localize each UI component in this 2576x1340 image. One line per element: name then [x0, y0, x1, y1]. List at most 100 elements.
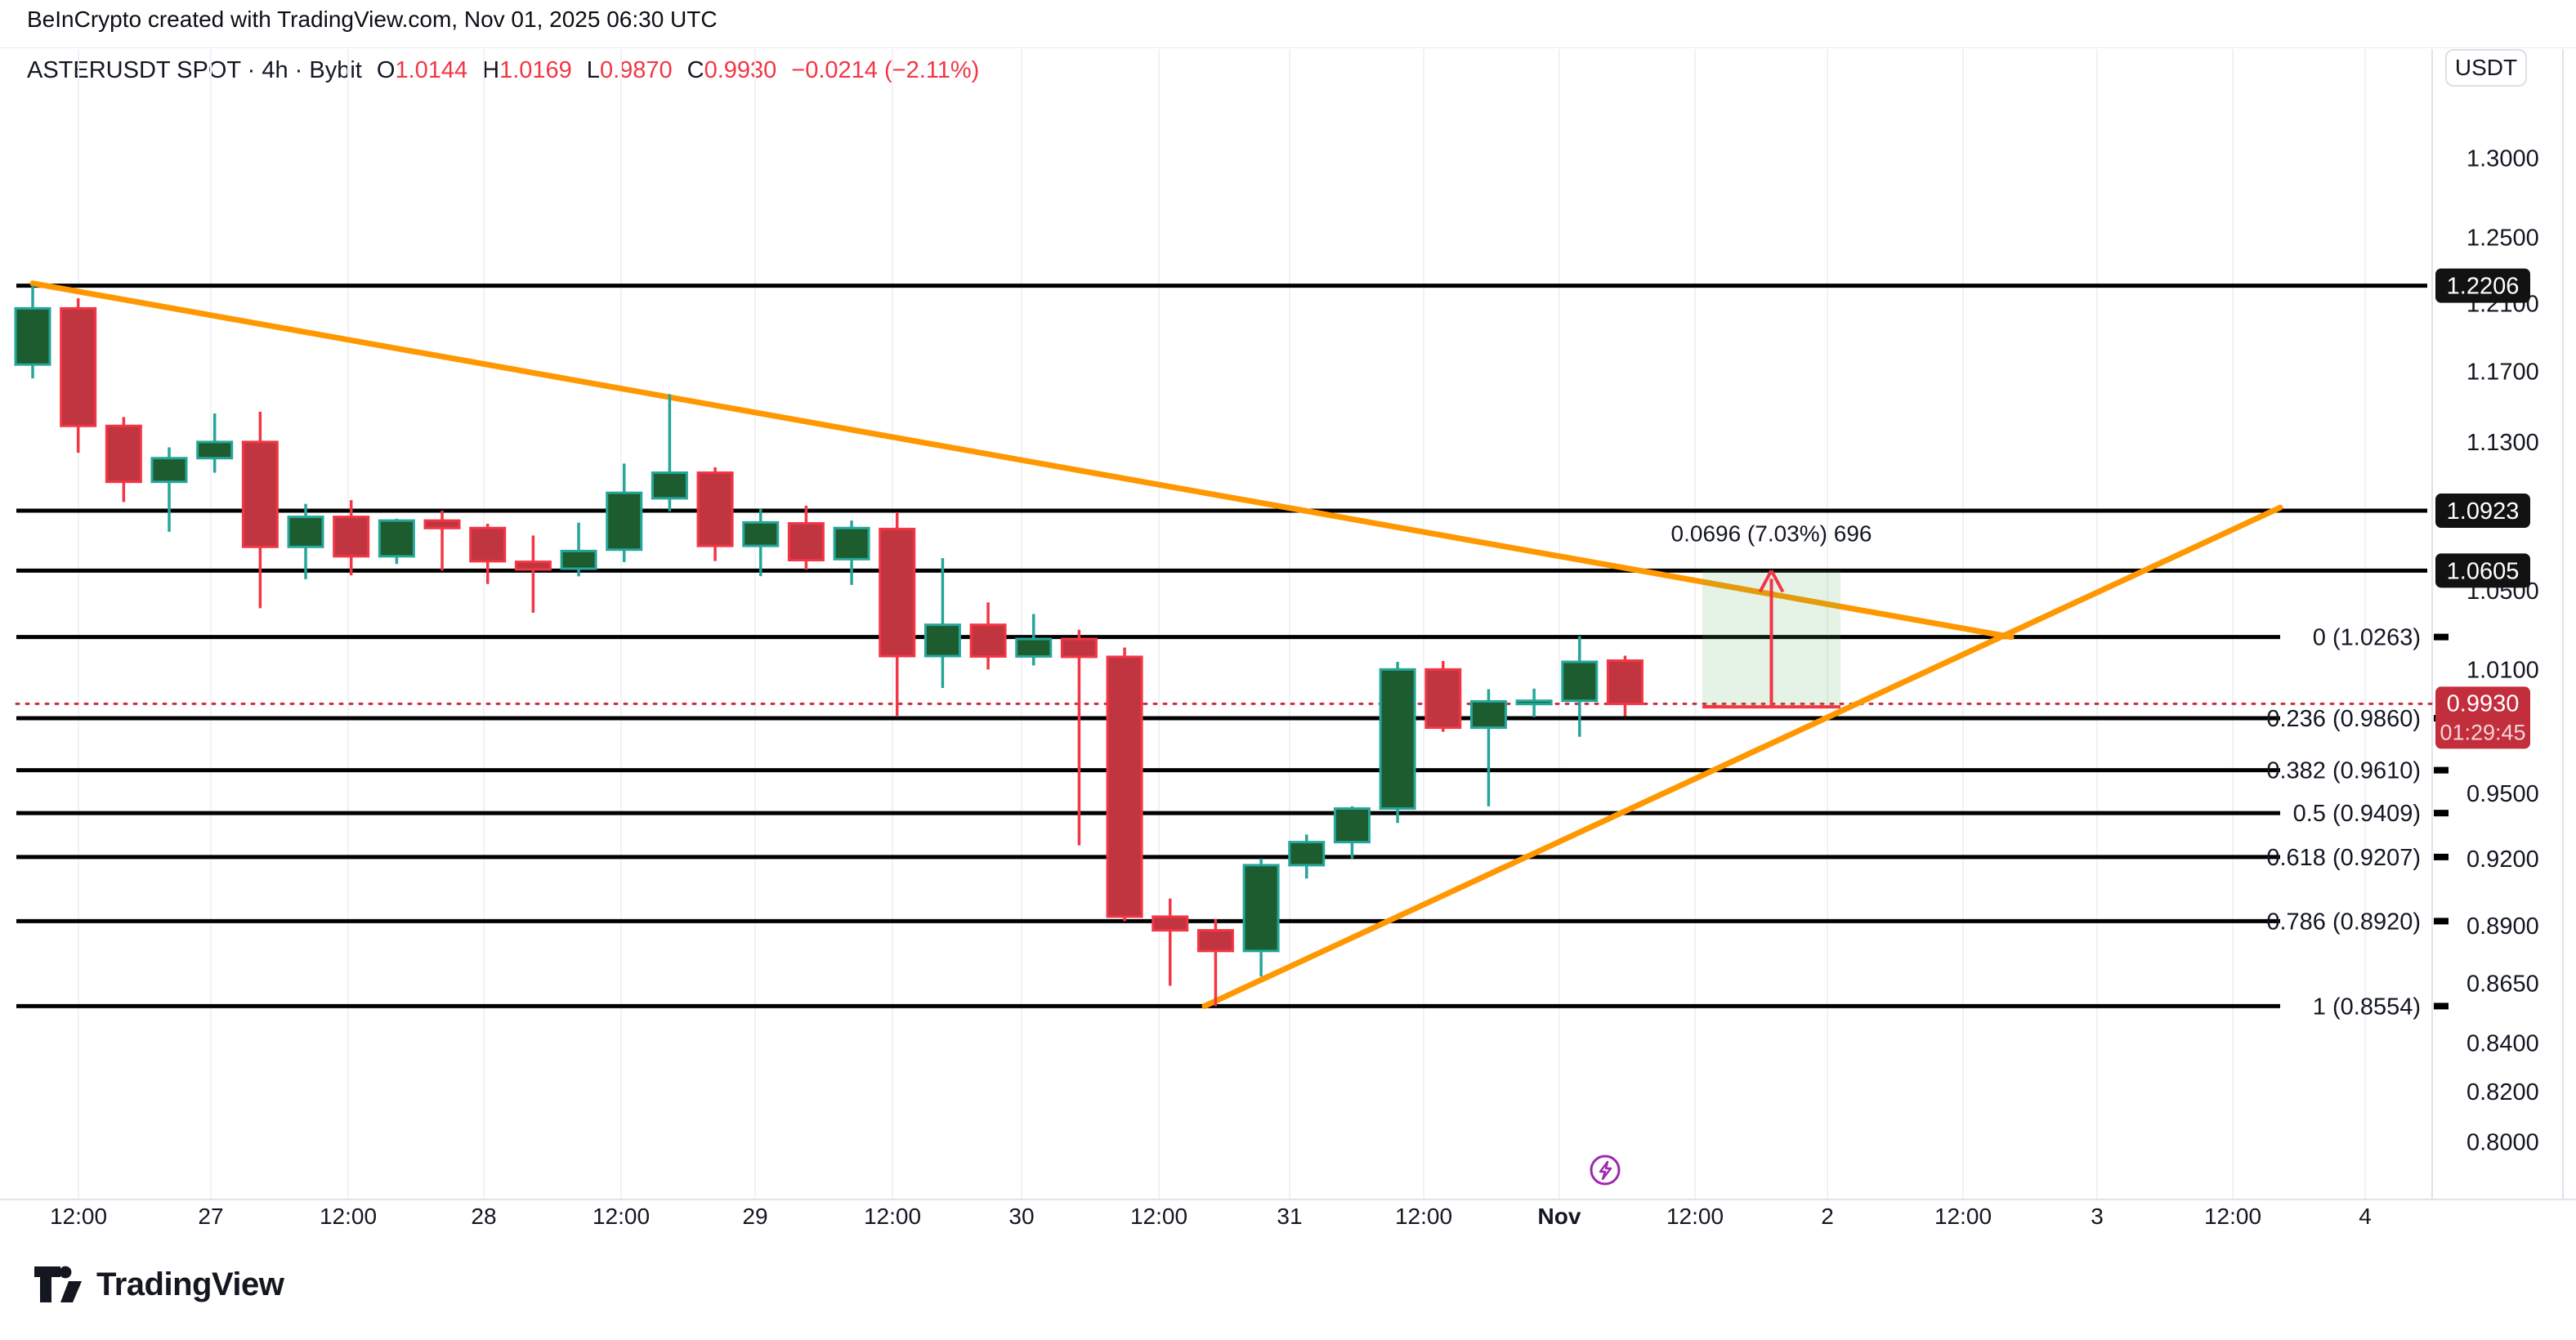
- time-axis-label: 28: [471, 1204, 496, 1229]
- fib-level-label: 0.786 (0.8920): [2266, 909, 2421, 935]
- time-axis-label: 12:00: [1934, 1204, 1992, 1229]
- candle-body: [196, 440, 234, 460]
- candle-body: [60, 306, 97, 427]
- descending-trendline[interactable]: [29, 280, 2015, 641]
- time-axis-label: 31: [1277, 1204, 1302, 1229]
- candle-body: [696, 471, 734, 547]
- flash-event-icon[interactable]: [1590, 1155, 1621, 1186]
- price-level-badge-text: 1.2206: [2447, 274, 2520, 300]
- time-axis-label: 27: [198, 1204, 223, 1229]
- time-axis-label: 12:00: [320, 1204, 377, 1229]
- time-axis-label: 12:00: [2204, 1204, 2261, 1229]
- candle-body: [1196, 929, 1234, 953]
- candle-body: [1060, 637, 1098, 659]
- candle-body: [1288, 841, 1326, 867]
- current-price-value: 0.9930: [2447, 690, 2520, 717]
- tradingview-logo-text: TradingView: [96, 1266, 284, 1302]
- tradingview-logo-icon: [34, 1266, 82, 1302]
- candle-body: [560, 549, 597, 570]
- price-axis-label: 1.1700: [2466, 360, 2539, 386]
- candle-body: [651, 471, 688, 500]
- time-axis-label: Nov: [1538, 1204, 1581, 1229]
- candle-body: [423, 519, 461, 529]
- fib-level-label: 0.382 (0.9610): [2266, 758, 2421, 784]
- candle-body: [787, 522, 825, 561]
- ohlc-open: O1.0144: [376, 57, 468, 83]
- time-axis-label: 12:00: [593, 1204, 650, 1229]
- candle-body: [1515, 699, 1553, 706]
- time-axis-label: 4: [2359, 1204, 2372, 1229]
- candle-body: [287, 516, 324, 548]
- price-axis-label: 0.8900: [2466, 913, 2539, 940]
- ohlc-high: H1.0169: [482, 57, 572, 83]
- price-axis-label: 1.3000: [2466, 145, 2539, 172]
- candle-body: [742, 520, 780, 547]
- time-axis-label: 12:00: [1395, 1204, 1452, 1229]
- candle-body: [1242, 864, 1280, 953]
- candle-body: [150, 457, 188, 484]
- candle-body: [1469, 699, 1507, 730]
- current-price-badge: [2435, 686, 2530, 749]
- price-axis-label: 1.0100: [2466, 657, 2539, 683]
- price-axis-label: 1.2500: [2466, 226, 2539, 252]
- fib-level-label: 0.5 (0.9409): [2293, 801, 2421, 827]
- fib-level-label: 0.618 (0.9207): [2266, 845, 2421, 871]
- time-axis-label: 30: [1008, 1204, 1034, 1229]
- fib-level-label: 0 (1.0263): [2313, 625, 2421, 651]
- price-level-badge-text: 1.0923: [2447, 498, 2520, 525]
- candle-body: [333, 516, 370, 558]
- candle-body: [1015, 637, 1053, 658]
- tradingview-logo[interactable]: TradingView: [33, 1265, 284, 1304]
- title-text: BeInCrypto created with TradingView.com,…: [27, 7, 718, 32]
- candle-body: [1333, 807, 1371, 844]
- candle-body: [14, 306, 51, 366]
- time-axis-label: 2: [1821, 1204, 1834, 1229]
- price-axis-label: 0.8000: [2466, 1129, 2539, 1155]
- price-level-badge: [2435, 553, 2530, 588]
- price-axis-label: 1.1300: [2466, 430, 2539, 456]
- price-axis-label: 0.8650: [2466, 971, 2539, 998]
- price-level-badge: [2435, 268, 2530, 303]
- candle-body: [1606, 659, 1644, 705]
- symbol-header[interactable]: ASTERUSDT SPOT · 4h · Bybit O1.0144 H1.0…: [27, 57, 979, 84]
- candle-body: [924, 623, 961, 658]
- ascending-trendline[interactable]: [1201, 504, 2283, 1009]
- price-axis-label: 0.8400: [2466, 1030, 2539, 1056]
- price-axis-label: 0.9200: [2466, 846, 2539, 873]
- ohlc-close: C0.9930: [686, 57, 777, 83]
- candle-body: [1152, 915, 1189, 932]
- time-axis-label: 12:00: [1666, 1204, 1724, 1229]
- fib-level-label: 1 (0.8554): [2313, 994, 2421, 1020]
- measure-arrow-head: [1758, 570, 1785, 593]
- candle-body: [514, 561, 552, 571]
- time-axis-label: 29: [742, 1204, 767, 1229]
- candle-body: [879, 527, 916, 658]
- currency-button[interactable]: USDT: [2445, 49, 2527, 87]
- pane-border-top: [0, 47, 2576, 48]
- candle-body: [969, 623, 1007, 658]
- candle-body: [378, 519, 415, 558]
- time-axis-label: 12:00: [50, 1204, 107, 1229]
- symbol-description[interactable]: ASTERUSDT SPOT · 4h · Bybit: [27, 57, 362, 83]
- candle-body: [1561, 660, 1599, 703]
- price-change: −0.0214 (−2.11%): [791, 57, 980, 83]
- time-axis-label: 12:00: [864, 1204, 921, 1229]
- candle-body: [241, 440, 279, 548]
- time-axis-label: 12:00: [1130, 1204, 1187, 1229]
- price-level-badge-text: 1.0605: [2447, 558, 2520, 584]
- candle-body: [606, 491, 643, 552]
- candle-body: [1424, 668, 1462, 730]
- candle-body: [833, 526, 870, 561]
- candle-body: [1106, 655, 1143, 918]
- ohlc-low: L0.9870: [586, 57, 673, 83]
- measure-label: 0.0696 (7.03%) 696: [1671, 520, 1872, 546]
- candle-body: [1379, 668, 1416, 811]
- price-axis-label: 0.8200: [2466, 1079, 2539, 1106]
- candle-body: [105, 424, 142, 484]
- candle-countdown: 01:29:45: [2440, 720, 2525, 744]
- candle-body: [469, 526, 507, 563]
- title-bar: BeInCrypto created with TradingView.com,…: [27, 7, 718, 33]
- time-axis-label: 3: [2091, 1204, 2104, 1229]
- price-level-badge: [2435, 494, 2530, 529]
